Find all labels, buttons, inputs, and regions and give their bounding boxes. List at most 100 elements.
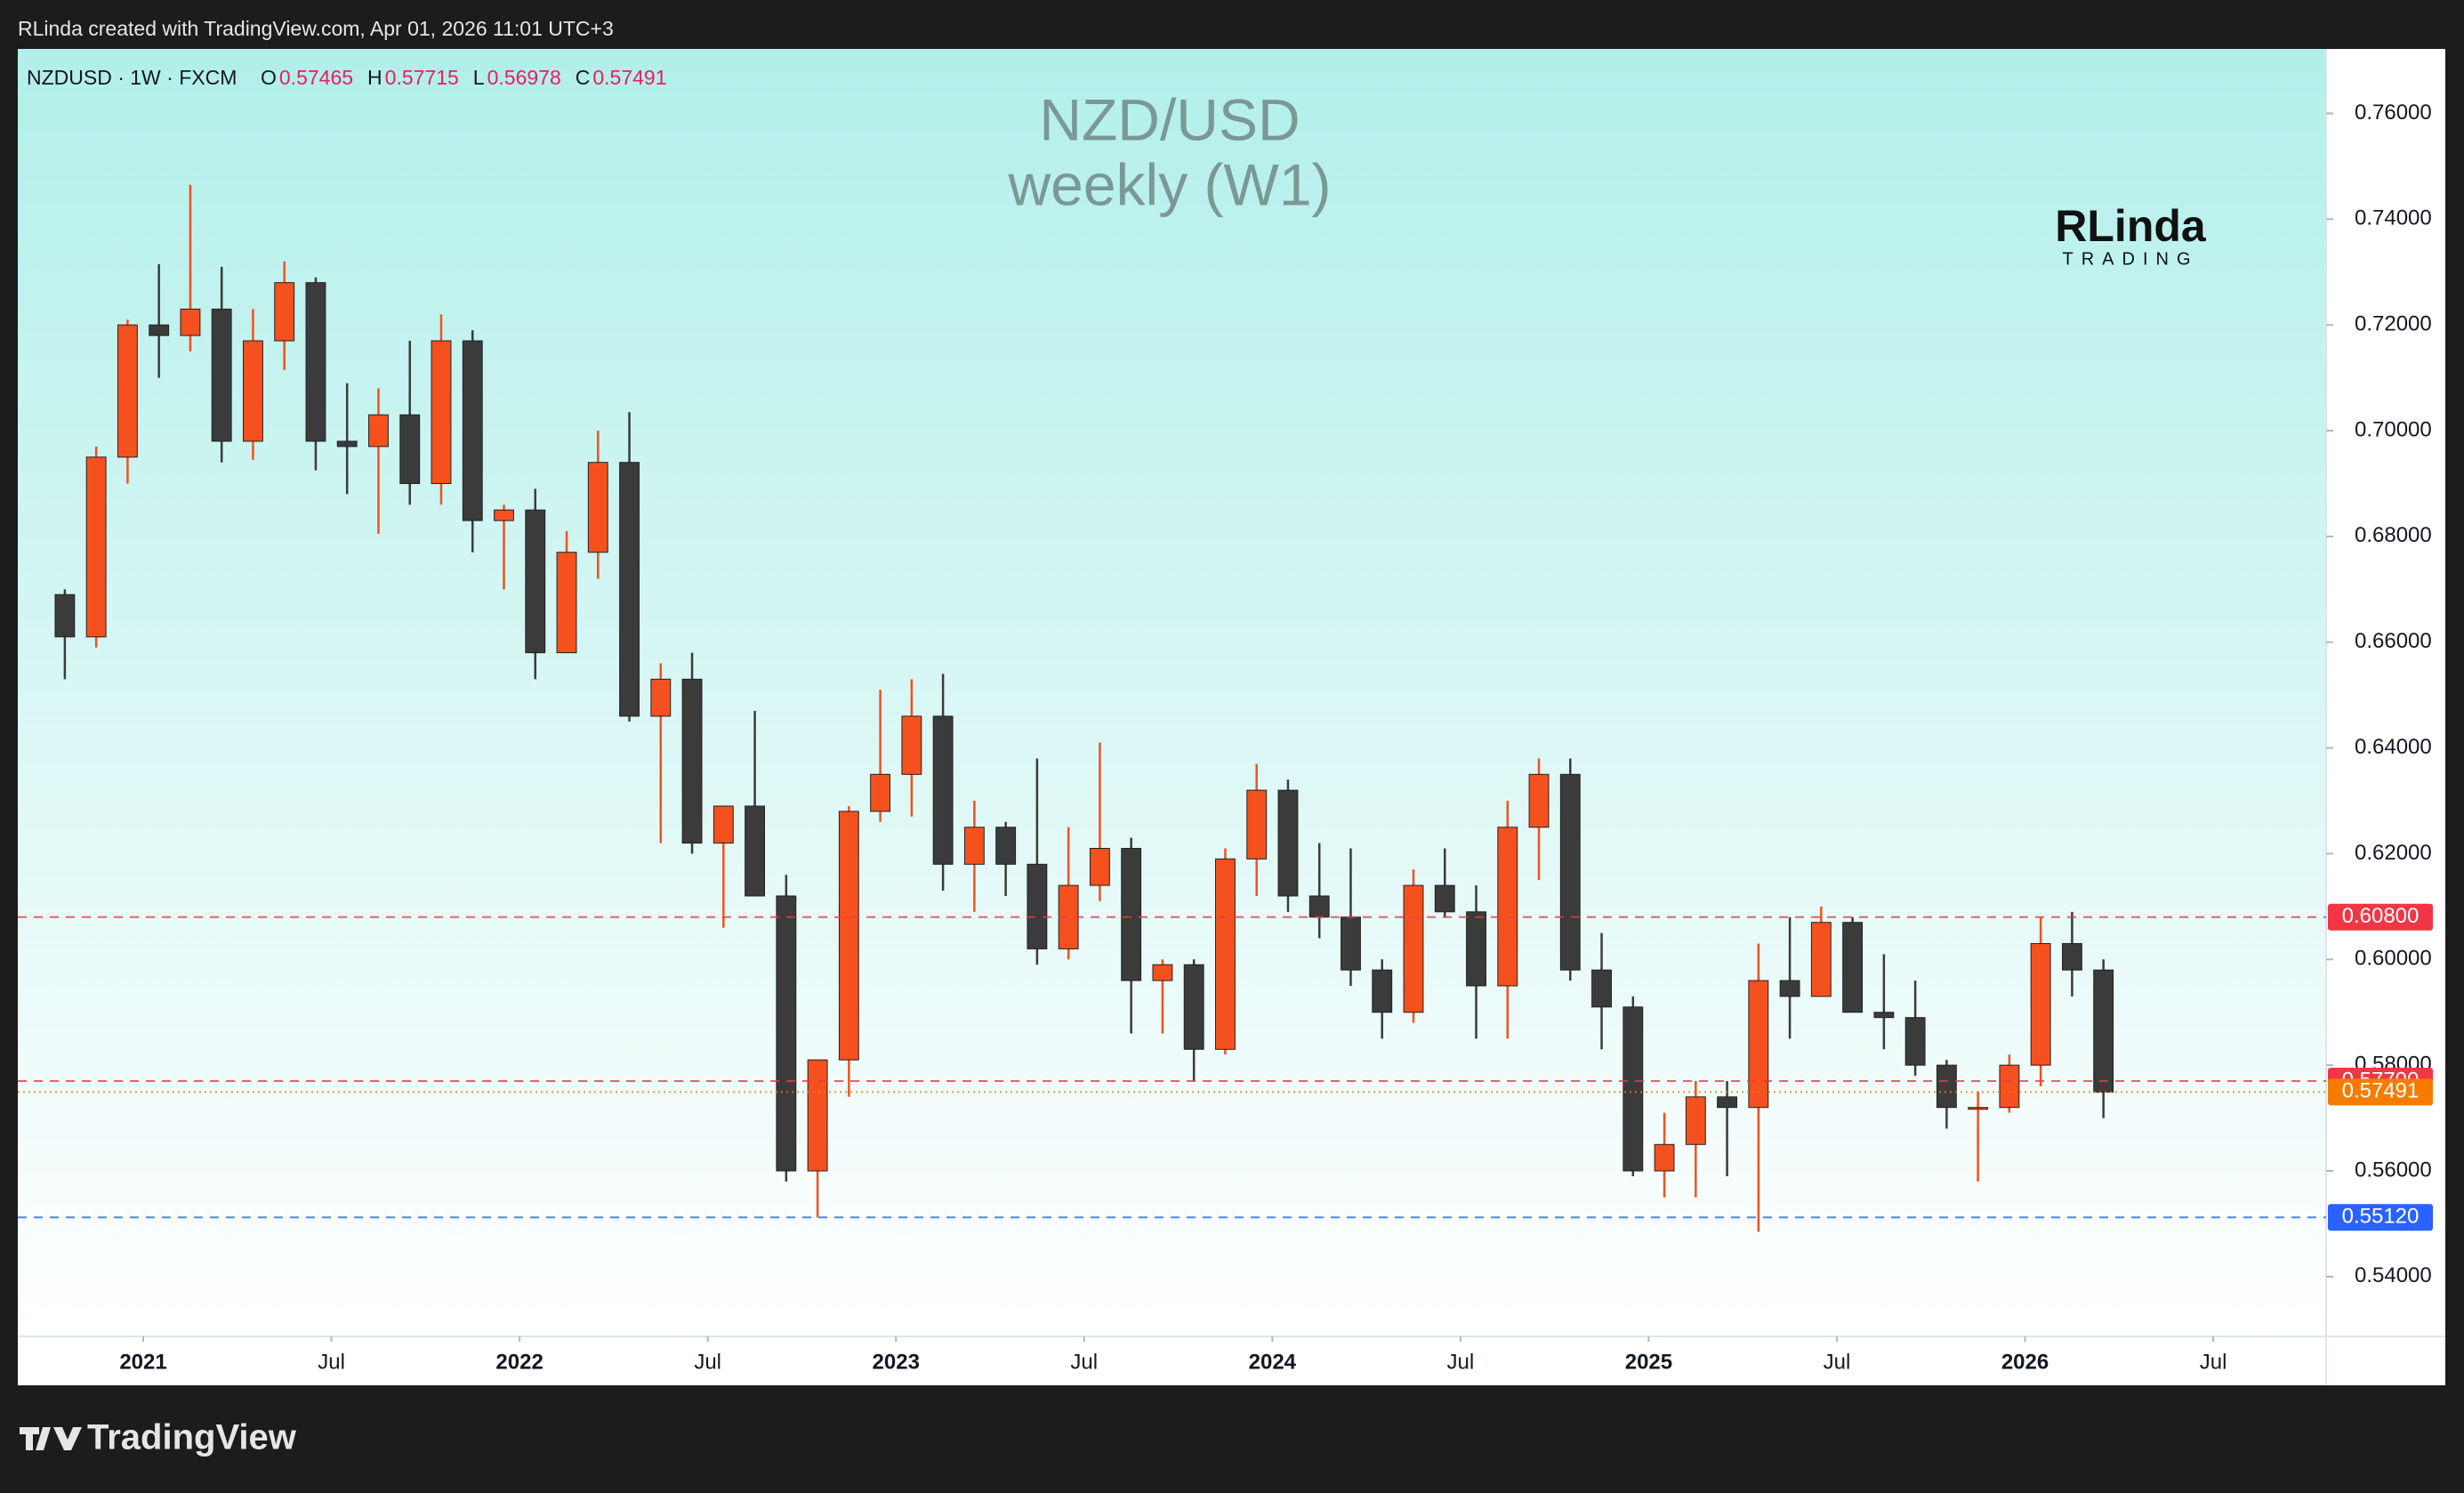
candle-body <box>180 308 201 336</box>
candle-body <box>1215 858 1236 1050</box>
candle-body <box>85 456 107 638</box>
legend-value: 0.57715 <box>385 66 459 89</box>
candle-body <box>1434 884 1455 913</box>
y-tick-label: 0.72000 <box>2355 312 2432 336</box>
x-tick-label: 2025 <box>1625 1350 1672 1374</box>
y-tick-label: 0.60000 <box>2355 947 2432 971</box>
level-label-box <box>2328 903 2433 931</box>
x-tick-label: 2024 <box>1249 1350 1297 1374</box>
x-tick-label: Jul <box>1824 1350 1851 1374</box>
chart-subtitle: weekly (W1) <box>1007 151 1331 217</box>
candle-body <box>1183 964 1204 1050</box>
candle-body <box>1466 911 1486 987</box>
candle-body <box>1089 848 1110 886</box>
candle-body <box>1277 789 1299 897</box>
candle-body <box>1717 1096 1737 1109</box>
candle-body <box>54 593 76 638</box>
legend-key: L <box>473 66 485 89</box>
y-tick-label: 0.66000 <box>2355 629 2432 653</box>
candle-body <box>1904 1017 1926 1066</box>
candle-body <box>1999 1064 2020 1109</box>
plot-area <box>18 49 2326 1336</box>
candle-body <box>1403 884 1424 1013</box>
symbol: NZDUSD · 1W · FXCM <box>27 66 237 89</box>
candle-body <box>149 324 170 336</box>
x-tick-label: 2026 <box>2001 1350 2049 1374</box>
level-label-box <box>2328 1078 2433 1106</box>
candle-body <box>1591 969 1612 1008</box>
y-tick-label: 0.76000 <box>2355 101 2432 125</box>
candle-body <box>838 811 859 1061</box>
candle-body <box>117 324 138 458</box>
candle-body <box>2093 969 2114 1093</box>
candle-body <box>1152 964 1173 981</box>
candle-body <box>2061 942 2082 971</box>
candle-body <box>305 282 326 442</box>
legend-key: H <box>367 66 382 89</box>
candle-body <box>368 414 389 448</box>
candle-body <box>336 440 358 448</box>
candle-body <box>1748 980 1769 1109</box>
y-tick-label: 0.64000 <box>2355 735 2432 759</box>
candle-body <box>1559 773 1581 971</box>
candle-body <box>745 805 765 897</box>
legend-key: C <box>576 66 591 89</box>
candle-body <box>399 414 421 484</box>
candle-body <box>243 340 263 442</box>
candle-body <box>1685 1096 1706 1145</box>
x-tick-label: Jul <box>694 1350 721 1374</box>
legend-key: O <box>261 66 277 89</box>
candle-body <box>1810 922 1832 997</box>
x-tick-label: Jul <box>1070 1350 1098 1374</box>
candle-body <box>525 509 546 654</box>
chart-title: NZD/USD <box>1039 86 1300 152</box>
candle-body <box>1779 980 1800 997</box>
candle-body <box>713 805 734 844</box>
candle-body <box>211 308 232 442</box>
candle-body <box>776 895 797 1172</box>
candle-body <box>995 827 1017 865</box>
footer: TradingView <box>87 1418 297 1457</box>
candle-body <box>1027 863 1048 949</box>
candle-body <box>619 462 640 717</box>
x-tick-label: 2023 <box>873 1350 920 1374</box>
candle-body <box>1528 773 1550 828</box>
candle-body <box>494 509 514 521</box>
level-label-box <box>2328 1204 2433 1231</box>
footer-icon <box>20 1427 82 1450</box>
y-tick-label: 0.54000 <box>2355 1263 2432 1287</box>
candle-body <box>1623 1006 1644 1172</box>
logo-sub: TRADING <box>2063 249 2199 269</box>
candle-body <box>274 282 295 342</box>
candle-body <box>1873 1012 1895 1019</box>
y-tick-label: 0.68000 <box>2355 523 2432 547</box>
candle-body <box>807 1059 828 1172</box>
y-tick-label: 0.56000 <box>2355 1158 2432 1182</box>
candle-body <box>681 678 703 844</box>
y-tick-label: 0.62000 <box>2355 841 2432 865</box>
x-tick-label: 2022 <box>495 1350 543 1374</box>
logo: RLinda <box>2055 201 2207 251</box>
candle-body <box>556 552 577 654</box>
candle-body <box>1121 848 1142 981</box>
ohlc-legend: O 0.57465 H 0.57715 L 0.56978 C 0.57491 <box>261 66 667 89</box>
legend-value: 0.57465 <box>279 66 353 89</box>
x-tick-label: Jul <box>1447 1350 1475 1374</box>
level-label: 0.55120 <box>2342 1205 2420 1229</box>
x-tick-label: Jul <box>2200 1350 2227 1374</box>
candle-body <box>901 715 922 775</box>
candle-body <box>650 678 672 717</box>
candle-body <box>1936 1064 1957 1109</box>
candle-body <box>2030 942 2051 1066</box>
candle-body <box>1968 1107 1989 1110</box>
candle-body <box>431 340 452 484</box>
level-label: 0.60800 <box>2342 904 2420 928</box>
candle-body <box>1246 789 1268 859</box>
candle-body <box>1497 827 1518 987</box>
y-tick-label: 0.74000 <box>2355 206 2432 230</box>
candle-body <box>963 827 985 865</box>
candle-body <box>1654 1143 1675 1172</box>
footer-logo <box>20 1427 82 1450</box>
